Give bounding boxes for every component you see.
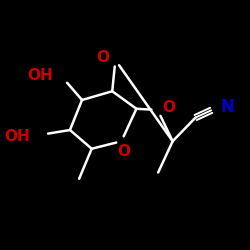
Text: O: O (162, 100, 175, 115)
Text: O: O (117, 144, 130, 159)
Text: OH: OH (4, 129, 30, 144)
Text: OH: OH (27, 68, 53, 82)
Text: N: N (220, 98, 234, 116)
Text: O: O (96, 50, 109, 65)
